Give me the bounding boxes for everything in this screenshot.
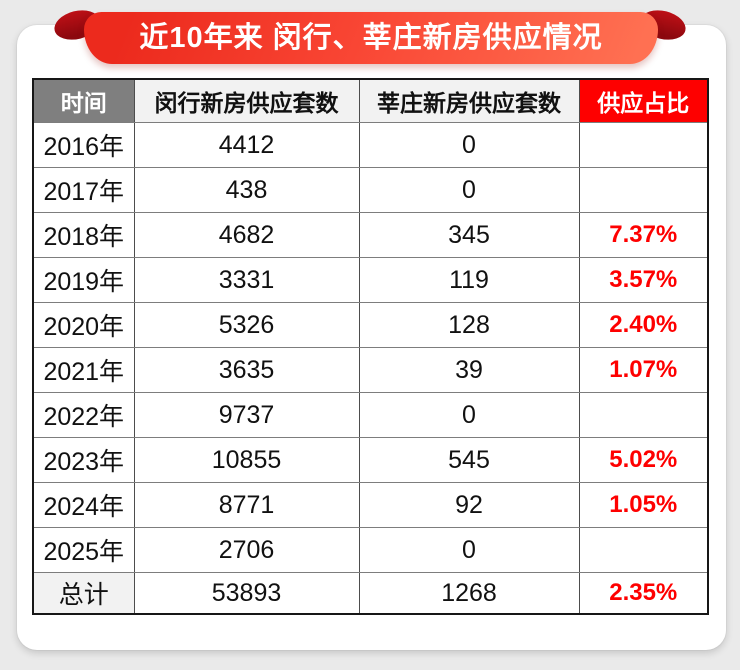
supply-table: 时间 闵行新房供应套数 莘庄新房供应套数 供应占比 2016年 4412 0 2017… [32, 78, 709, 615]
table-row: 2022年 9737 0 [32, 392, 709, 438]
year-cell: 2025年 [32, 527, 135, 573]
year-cell: 2022年 [32, 392, 135, 438]
year-cell: 2018年 [32, 212, 135, 258]
col-header-ratio: 供应占比 [578, 78, 709, 123]
minhang-cell: 8771 [133, 482, 360, 528]
ratio-cell: 1.05% [578, 482, 709, 528]
col-header-minhang: 闵行新房供应套数 [133, 78, 360, 123]
total-row: 总计 53893 1268 2.35% [32, 572, 709, 615]
xinzhuang-cell: 128 [358, 302, 580, 348]
title-ribbon: 近10年来 闵行、莘庄新房供应情况 [0, 0, 740, 80]
xinzhuang-cell: 0 [358, 167, 580, 213]
minhang-cell: 53893 [133, 572, 360, 615]
xinzhuang-cell: 39 [358, 347, 580, 393]
table-row: 2024年 8771 92 1.05% [32, 482, 709, 528]
table-row: 2025年 2706 0 [32, 527, 709, 573]
table-row: 2018年 4682 345 7.37% [32, 212, 709, 258]
col-header-xinzhuang: 莘庄新房供应套数 [358, 78, 580, 123]
year-cell: 总计 [32, 572, 135, 615]
xinzhuang-cell: 0 [358, 527, 580, 573]
ribbon-body [84, 12, 658, 64]
table-row: 2023年 10855 545 5.02% [32, 437, 709, 483]
year-cell: 2019年 [32, 257, 135, 303]
ratio-cell [578, 122, 709, 168]
col-header-time: 时间 [32, 78, 135, 123]
xinzhuang-cell: 545 [358, 437, 580, 483]
ratio-cell: 7.37% [578, 212, 709, 258]
year-cell: 2020年 [32, 302, 135, 348]
xinzhuang-cell: 119 [358, 257, 580, 303]
table-row: 2017年 438 0 [32, 167, 709, 213]
header-row: 时间 闵行新房供应套数 莘庄新房供应套数 供应占比 [32, 78, 709, 123]
table-row: 2016年 4412 0 [32, 122, 709, 168]
minhang-cell: 5326 [133, 302, 360, 348]
table-row: 2020年 5326 128 2.40% [32, 302, 709, 348]
ratio-cell [578, 527, 709, 573]
ratio-cell: 1.07% [578, 347, 709, 393]
xinzhuang-cell: 345 [358, 212, 580, 258]
year-cell: 2021年 [32, 347, 135, 393]
ratio-cell: 5.02% [578, 437, 709, 483]
ratio-cell: 3.57% [578, 257, 709, 303]
year-cell: 2023年 [32, 437, 135, 483]
ratio-cell: 2.35% [578, 572, 709, 615]
xinzhuang-cell: 0 [358, 392, 580, 438]
minhang-cell: 3331 [133, 257, 360, 303]
minhang-cell: 2706 [133, 527, 360, 573]
banner-title: 近10年来 闵行、莘庄新房供应情况 [139, 22, 603, 54]
minhang-cell: 438 [133, 167, 360, 213]
ratio-cell [578, 392, 709, 438]
year-cell: 2017年 [32, 167, 135, 213]
ratio-cell [578, 167, 709, 213]
ratio-cell: 2.40% [578, 302, 709, 348]
xinzhuang-cell: 0 [358, 122, 580, 168]
minhang-cell: 9737 [133, 392, 360, 438]
year-cell: 2024年 [32, 482, 135, 528]
minhang-cell: 4682 [133, 212, 360, 258]
minhang-cell: 10855 [133, 437, 360, 483]
table-row: 2021年 3635 39 1.07% [32, 347, 709, 393]
xinzhuang-cell: 1268 [358, 572, 580, 615]
minhang-cell: 3635 [133, 347, 360, 393]
year-cell: 2016年 [32, 122, 135, 168]
table-row: 2019年 3331 119 3.57% [32, 257, 709, 303]
xinzhuang-cell: 92 [358, 482, 580, 528]
minhang-cell: 4412 [133, 122, 360, 168]
